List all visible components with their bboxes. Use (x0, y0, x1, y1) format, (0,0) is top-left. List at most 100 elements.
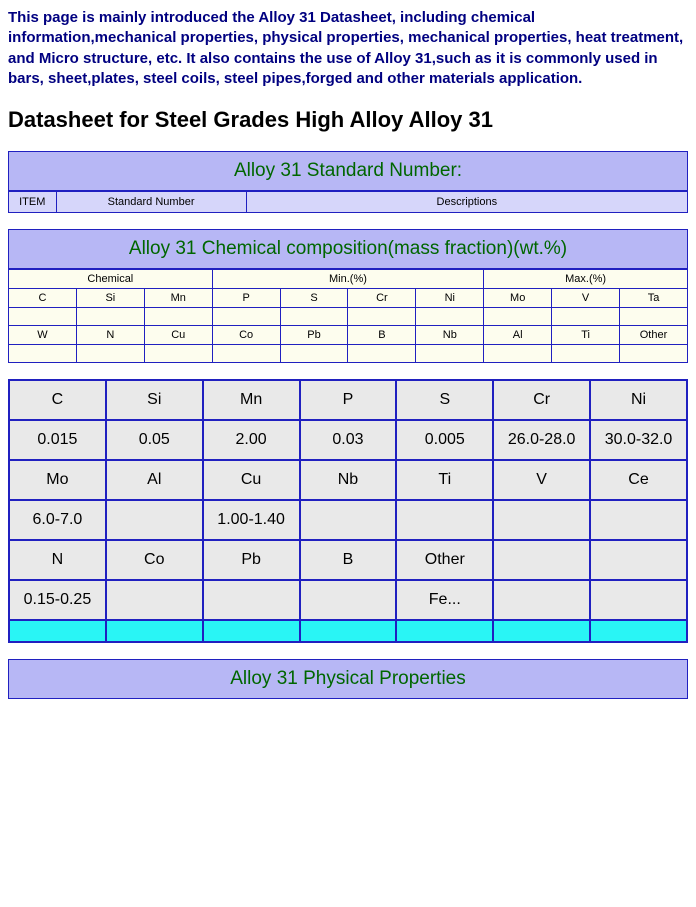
cg-r1-c4: S (396, 380, 493, 420)
chem-r1e-c9 (620, 308, 688, 326)
cg-r5-c0: N (9, 540, 106, 580)
cg-r5-c6 (590, 540, 687, 580)
cg-r6-c0: 0.15-0.25 (9, 580, 106, 620)
cg-r4-c3 (300, 500, 397, 540)
chem-r2e-c7 (484, 345, 552, 363)
chem-r2e-c0 (9, 345, 77, 363)
cg-r2-c0: 0.015 (9, 420, 106, 460)
cg-r2-c1: 0.05 (106, 420, 203, 460)
chem-r2-c4: Pb (280, 326, 348, 345)
composition-grid: C Si Mn P S Cr Ni 0.015 0.05 2.00 0.03 0… (8, 379, 688, 643)
cg-r3-c1: Al (106, 460, 203, 500)
chem-r2-c7: Al (484, 326, 552, 345)
cg-r6-c1 (106, 580, 203, 620)
chem-r1-c6: Ni (416, 289, 484, 308)
cg-r4-c6 (590, 500, 687, 540)
cg-r5-c4: Other (396, 540, 493, 580)
physical-title-bar: Alloy 31 Physical Properties (8, 659, 688, 699)
cg-r2-c3: 0.03 (300, 420, 397, 460)
cg-r6-c3 (300, 580, 397, 620)
chem-r1e-c6 (416, 308, 484, 326)
chem-r1e-c2 (144, 308, 212, 326)
chemical-small-table: Chemical Min.(%) Max.(%) C Si Mn P S Cr … (8, 269, 688, 363)
chem-r2-c5: B (348, 326, 416, 345)
cg-r1-c5: Cr (493, 380, 590, 420)
chem-r1e-c8 (552, 308, 620, 326)
chem-r1-c2: Mn (144, 289, 212, 308)
physical-title: Alloy 31 Physical Properties (9, 660, 688, 699)
chem-r1-c0: C (9, 289, 77, 308)
cg-r2-c6: 30.0-32.0 (590, 420, 687, 460)
chem-r2e-c4 (280, 345, 348, 363)
chem-r1e-c4 (280, 308, 348, 326)
chem-r1e-c1 (76, 308, 144, 326)
standard-number-title: Alloy 31 Standard Number: (9, 152, 688, 191)
cg-r7-c6 (590, 620, 687, 642)
cg-r4-c5 (493, 500, 590, 540)
chem-r2-c8: Ti (552, 326, 620, 345)
chem-top-chemical: Chemical (9, 270, 213, 289)
cg-r5-c5 (493, 540, 590, 580)
standard-number-header-row: ITEM Standard Number Descriptions (8, 191, 688, 213)
chem-r1-c1: Si (76, 289, 144, 308)
chem-r2e-c9 (620, 345, 688, 363)
chem-r1e-c3 (212, 308, 280, 326)
cg-r3-c2: Cu (203, 460, 300, 500)
cg-r5-c1: Co (106, 540, 203, 580)
cg-r3-c4: Ti (396, 460, 493, 500)
chem-r2e-c8 (552, 345, 620, 363)
cg-r4-c2: 1.00-1.40 (203, 500, 300, 540)
chem-r2-c3: Co (212, 326, 280, 345)
chem-r1-c8: V (552, 289, 620, 308)
cg-r1-c0: C (9, 380, 106, 420)
chem-top-max: Max.(%) (484, 270, 688, 289)
chem-r1-c3: P (212, 289, 280, 308)
chem-r1-c9: Ta (620, 289, 688, 308)
chem-r1e-c7 (484, 308, 552, 326)
cg-r6-c2 (203, 580, 300, 620)
cg-r2-c5: 26.0-28.0 (493, 420, 590, 460)
cg-r3-c5: V (493, 460, 590, 500)
cg-r4-c1 (106, 500, 203, 540)
cg-r1-c6: Ni (590, 380, 687, 420)
chem-r2e-c5 (348, 345, 416, 363)
std-head-number: Standard Number (56, 192, 246, 213)
page-title: Datasheet for Steel Grades High Alloy Al… (8, 107, 688, 133)
cg-r1-c3: P (300, 380, 397, 420)
chem-r2e-c6 (416, 345, 484, 363)
cg-r7-c1 (106, 620, 203, 642)
cg-r6-c6 (590, 580, 687, 620)
chem-r2e-c3 (212, 345, 280, 363)
cg-r3-c3: Nb (300, 460, 397, 500)
std-head-desc: Descriptions (246, 192, 687, 213)
chem-r2-c2: Cu (144, 326, 212, 345)
chem-r2-c6: Nb (416, 326, 484, 345)
chem-r2e-c1 (76, 345, 144, 363)
chem-r2e-c2 (144, 345, 212, 363)
cg-r2-c2: 2.00 (203, 420, 300, 460)
cg-r7-c3 (300, 620, 397, 642)
cg-r7-c4 (396, 620, 493, 642)
intro-paragraph: This page is mainly introduced the Alloy… (8, 8, 688, 89)
cg-r5-c3: B (300, 540, 397, 580)
cg-r7-c2 (203, 620, 300, 642)
standard-number-title-bar: Alloy 31 Standard Number: (8, 151, 688, 191)
chem-r2-c0: W (9, 326, 77, 345)
chemical-title: Alloy 31 Chemical composition(mass fract… (9, 230, 688, 269)
cg-r7-c0 (9, 620, 106, 642)
cg-r4-c4 (396, 500, 493, 540)
chem-r1e-c5 (348, 308, 416, 326)
cg-r1-c1: Si (106, 380, 203, 420)
cg-r4-c0: 6.0-7.0 (9, 500, 106, 540)
cg-r1-c2: Mn (203, 380, 300, 420)
cg-r7-c5 (493, 620, 590, 642)
chem-r1-c5: Cr (348, 289, 416, 308)
cg-r3-c0: Mo (9, 460, 106, 500)
chem-r1-c7: Mo (484, 289, 552, 308)
cg-r5-c2: Pb (203, 540, 300, 580)
cg-r6-c5 (493, 580, 590, 620)
cg-r3-c6: Ce (590, 460, 687, 500)
chem-r1-c4: S (280, 289, 348, 308)
std-head-item: ITEM (9, 192, 57, 213)
chemical-title-bar: Alloy 31 Chemical composition(mass fract… (8, 229, 688, 269)
